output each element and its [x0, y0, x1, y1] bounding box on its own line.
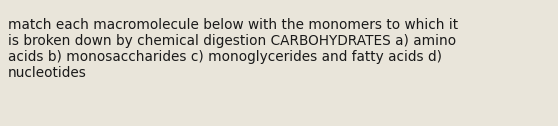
Text: is broken down by chemical digestion CARBOHYDRATES a) amino: is broken down by chemical digestion CAR…: [8, 34, 456, 48]
Text: acids b) monosaccharides c) monoglycerides and fatty acids d): acids b) monosaccharides c) monoglycerid…: [8, 50, 442, 64]
Text: nucleotides: nucleotides: [8, 66, 87, 80]
Text: match each macromolecule below with the monomers to which it: match each macromolecule below with the …: [8, 18, 458, 32]
